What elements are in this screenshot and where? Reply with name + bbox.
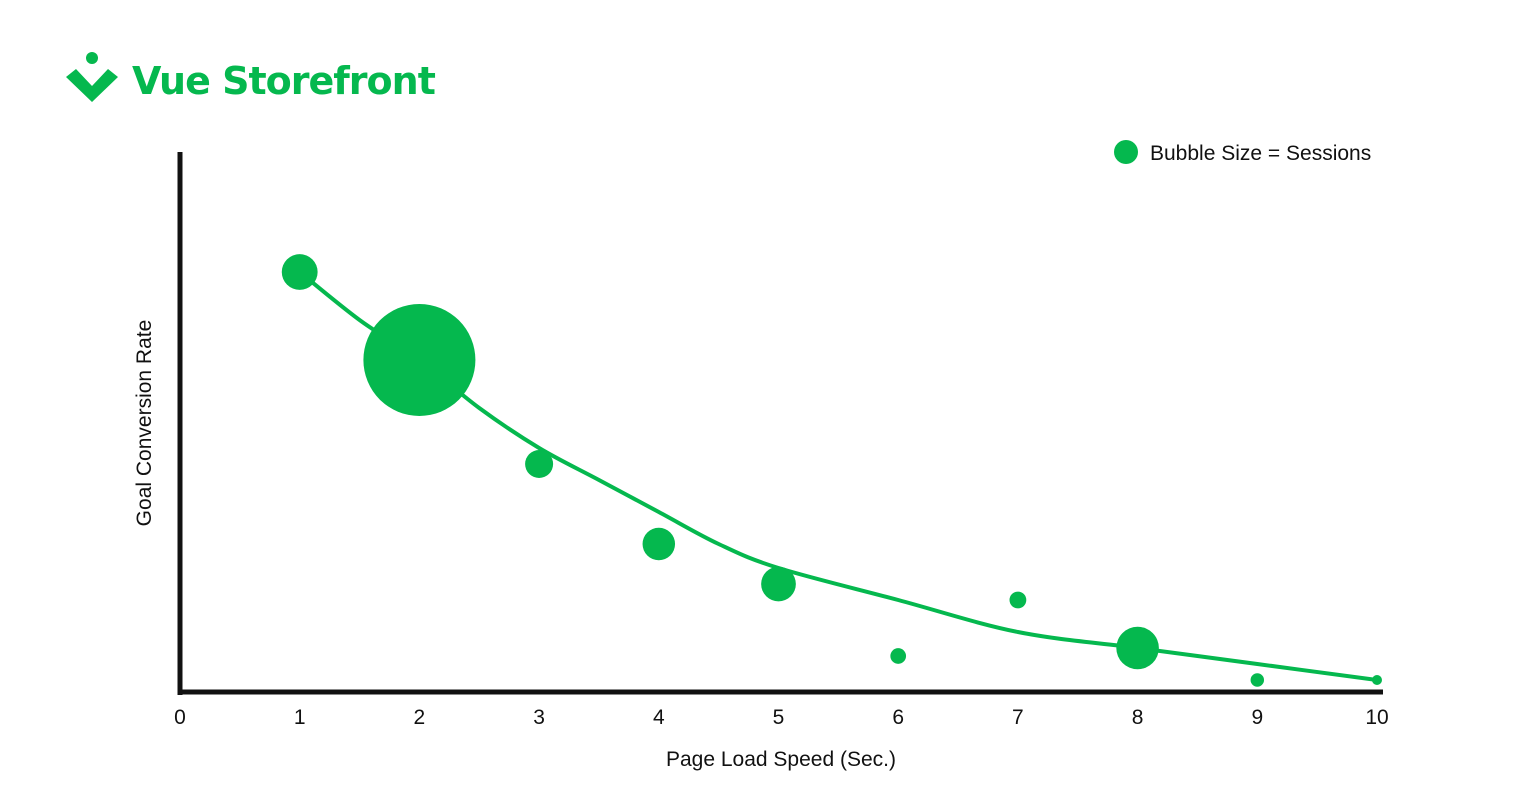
- x-tick-label: 7: [1012, 706, 1024, 729]
- bubble-point[interactable]: [890, 648, 907, 664]
- bubble-point[interactable]: [642, 527, 676, 561]
- vue-storefront-logo-icon: [66, 52, 118, 102]
- x-tick-label: 9: [1251, 706, 1263, 729]
- x-tick-label: 3: [533, 706, 545, 729]
- x-tick-label: 8: [1132, 706, 1144, 729]
- x-tick-label: 5: [773, 706, 785, 729]
- legend-label: Bubble Size = Sessions: [1150, 142, 1371, 165]
- x-tick-label: 10: [1365, 706, 1388, 729]
- x-tick-label: 6: [892, 706, 904, 729]
- legend: Bubble Size = Sessions: [1114, 140, 1371, 165]
- bubble-point[interactable]: [363, 304, 476, 416]
- x-tick-label: 0: [174, 706, 186, 729]
- bubble-point[interactable]: [1250, 673, 1265, 687]
- bubble-point[interactable]: [1009, 591, 1027, 609]
- bubble-point[interactable]: [1372, 675, 1382, 685]
- x-tick-label: 4: [653, 706, 665, 729]
- bubble-point[interactable]: [761, 566, 796, 602]
- bubble-point[interactable]: [1116, 626, 1159, 670]
- x-tick-label: 2: [414, 706, 426, 729]
- bubble-point[interactable]: [525, 450, 554, 478]
- bubbles: [281, 254, 1382, 687]
- x-axis-title: Page Load Speed (Sec.): [666, 748, 896, 771]
- x-tick-labels: 0 1 2 3 4 5 6 7 8 9 10: [174, 706, 1389, 729]
- y-axis-title: Goal Conversion Rate: [133, 320, 156, 527]
- brand-name: Vue Storefront: [132, 59, 436, 103]
- x-tick-label: 1: [294, 706, 306, 729]
- brand-logo[interactable]: Vue Storefront: [66, 52, 437, 103]
- legend-marker: [1114, 140, 1138, 164]
- bubble-point[interactable]: [281, 254, 318, 290]
